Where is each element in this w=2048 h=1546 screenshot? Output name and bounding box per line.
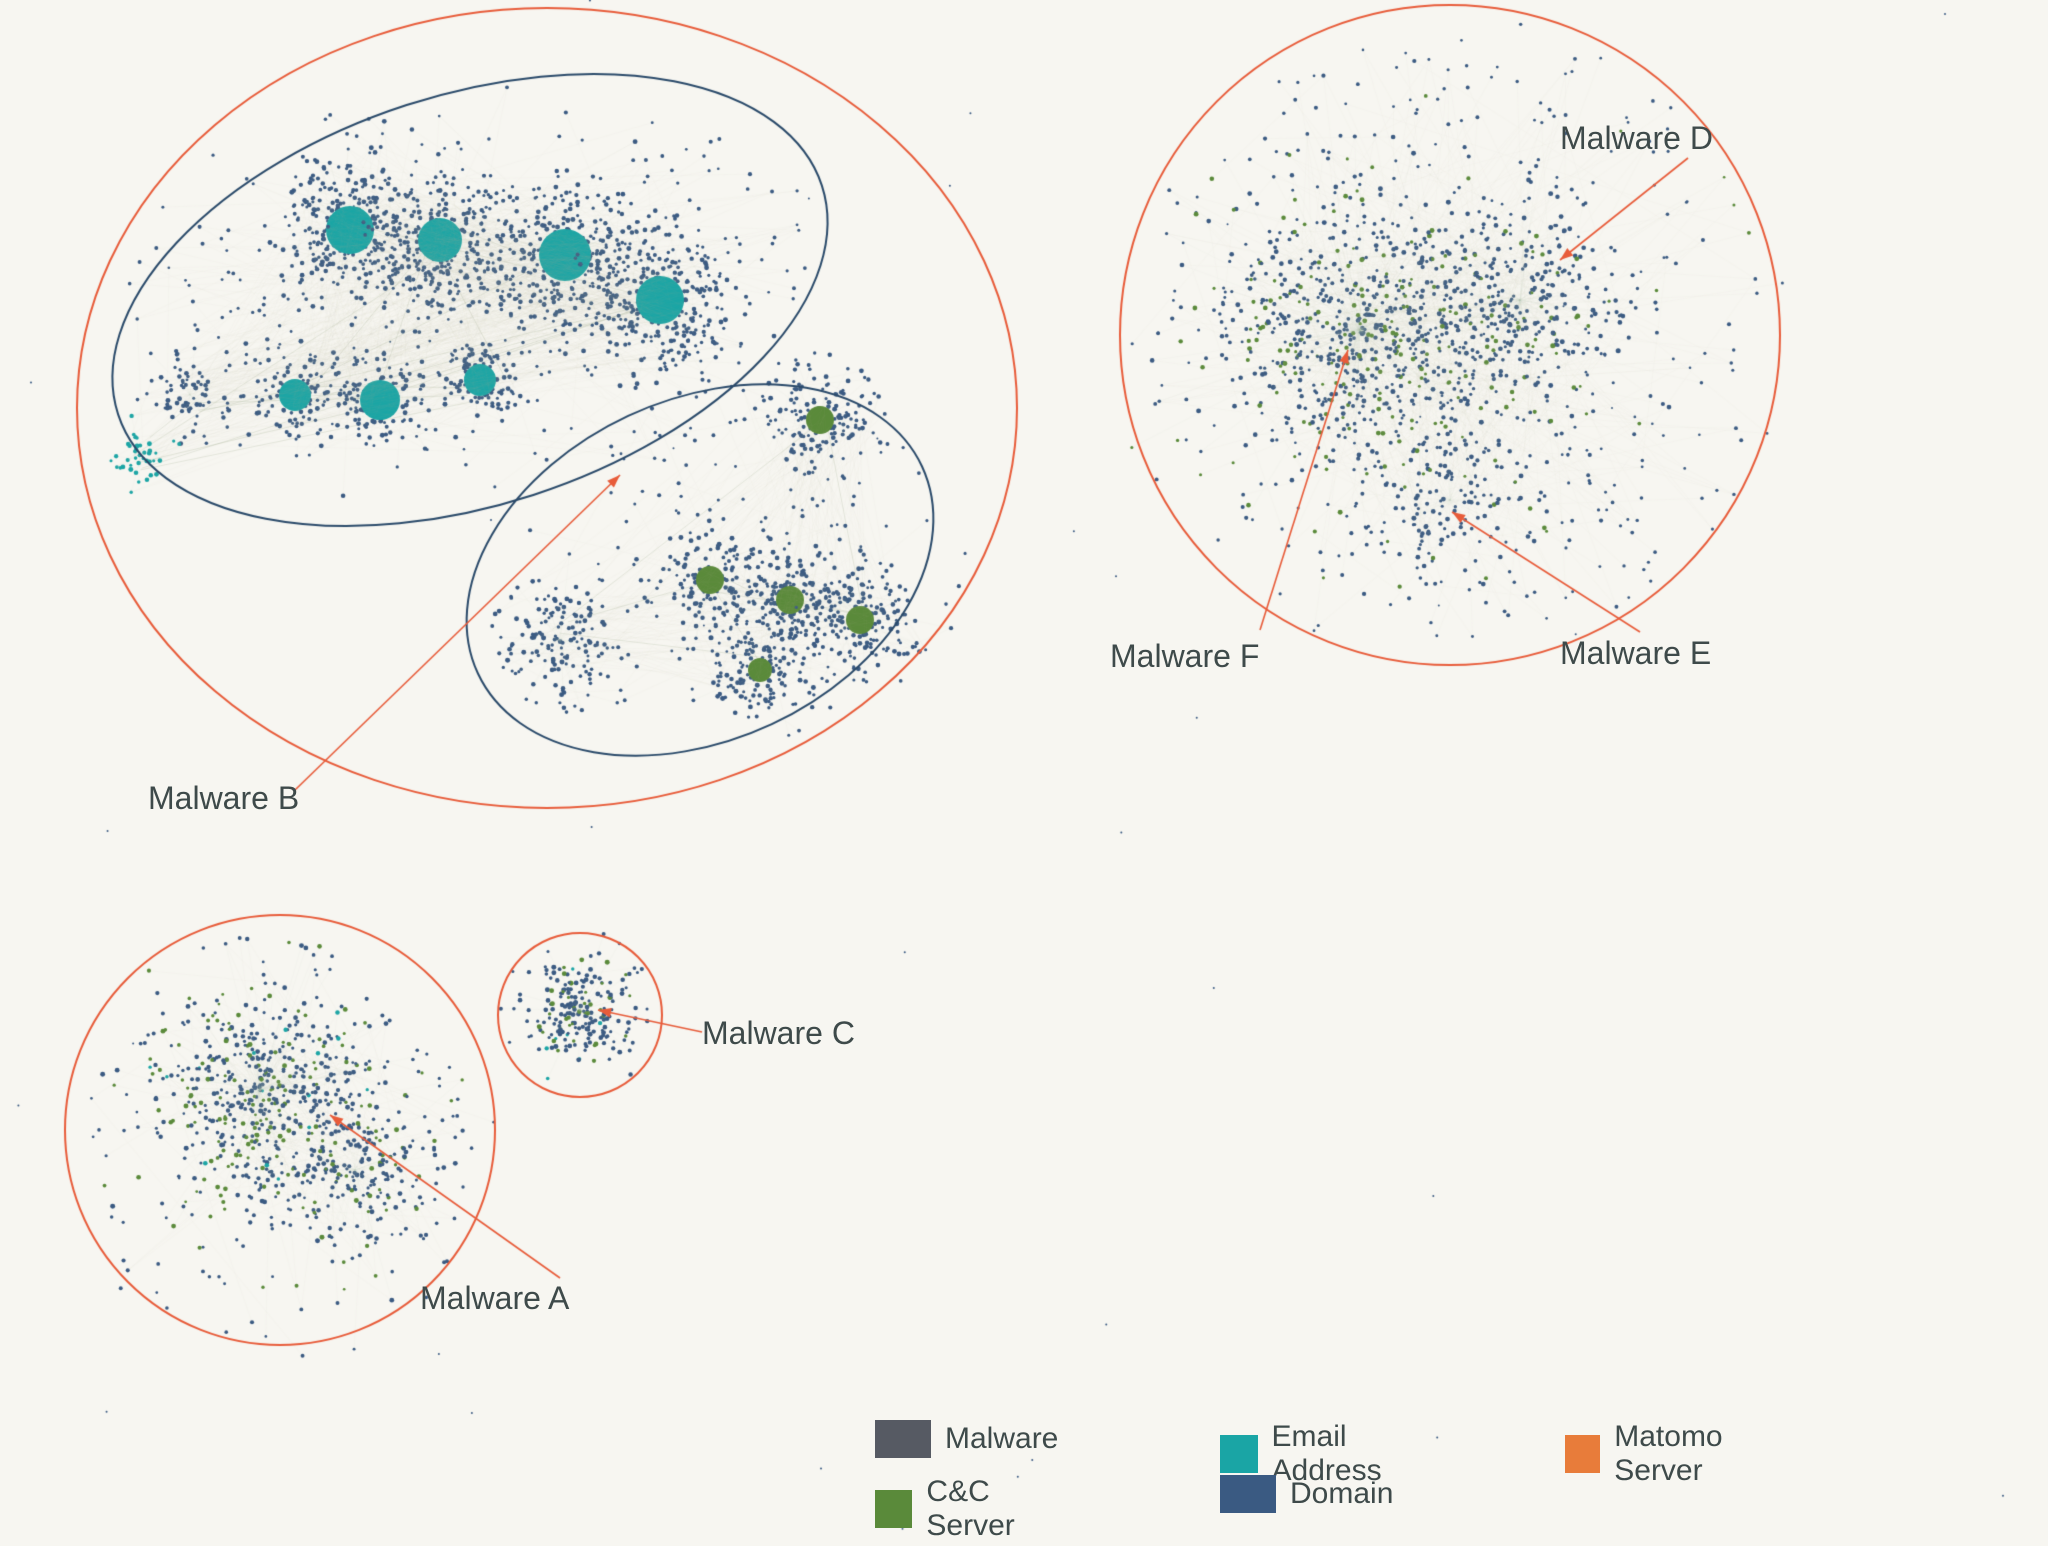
- legend-item-cc: C&C Server: [875, 1475, 1033, 1543]
- legend-swatch-malware: [875, 1420, 931, 1458]
- legend-label-domain: Domain: [1290, 1477, 1393, 1511]
- legend-label-matomo: Matomo Server: [1614, 1420, 1743, 1488]
- label-malware-d: Malware D: [1560, 120, 1713, 157]
- label-malware-b: Malware B: [148, 780, 299, 817]
- legend-swatch-cc: [875, 1490, 912, 1528]
- network-diagram-canvas: [0, 0, 2048, 1546]
- label-malware-f: Malware F: [1110, 638, 1259, 675]
- legend-item-domain: Domain: [1220, 1475, 1393, 1513]
- legend-label-cc: C&C Server: [926, 1475, 1033, 1543]
- legend-label-malware: Malware: [945, 1422, 1058, 1456]
- legend-item-malware: Malware: [875, 1420, 1058, 1458]
- legend-swatch-matomo: [1565, 1435, 1600, 1473]
- label-malware-c: Malware C: [702, 1015, 855, 1052]
- label-malware-a: Malware A: [420, 1280, 569, 1317]
- label-malware-e: Malware E: [1560, 635, 1711, 672]
- legend-item-matomo: Matomo Server: [1565, 1420, 1743, 1488]
- legend-swatch-domain: [1220, 1475, 1276, 1513]
- legend-swatch-email: [1220, 1435, 1258, 1473]
